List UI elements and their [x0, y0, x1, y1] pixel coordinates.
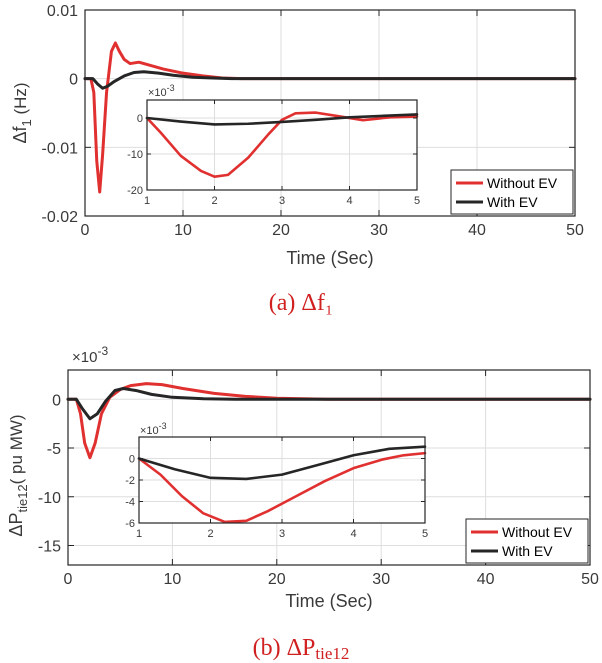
- inset-x-tick-label: 5: [422, 528, 428, 540]
- y-axis-label-unit: ( pu MW): [7, 414, 26, 484]
- inset-series-line-without-ev: [137, 451, 427, 524]
- legend-label-with-ev: With EV: [502, 543, 553, 559]
- series-line-with-ev: [66, 387, 592, 421]
- inset-x-tick-label: 1: [144, 195, 150, 207]
- inset-x-tick-label: 2: [211, 195, 217, 207]
- inset-y-tick-label: -10: [127, 149, 143, 161]
- legend-label-with-ev: With EV: [487, 194, 538, 210]
- inset-a: 1 2 3 4 5 -20 -10 0 ×10-3: [127, 83, 420, 207]
- x-axis-label: Time (Sec): [286, 248, 373, 268]
- y-tick-label: -5: [47, 441, 61, 458]
- y-multiplier: ×10-3: [72, 344, 108, 366]
- x-tick-label: 10: [164, 571, 182, 588]
- y-axis-label-main: Δf: [10, 126, 30, 144]
- x-tick-label: 0: [64, 571, 73, 588]
- inset-y-tick-label: -6: [125, 518, 135, 530]
- inset-series-line-with-ev: [145, 113, 419, 126]
- inset-multiplier-exp: -3: [159, 421, 167, 431]
- x-tick-label: 20: [272, 222, 290, 239]
- inset-x-tick-label: 5: [414, 195, 420, 207]
- x-tick-label: 10: [174, 222, 192, 239]
- x-tick-label: 40: [468, 222, 486, 239]
- inset-y-tick-label: -20: [127, 185, 143, 197]
- y-axis-label-main: ΔP: [6, 513, 26, 537]
- x-tick-label: 50: [581, 571, 599, 588]
- inset-x-tick-label: 3: [279, 195, 285, 207]
- inset-multiplier-exp: -3: [167, 83, 175, 93]
- caption-b: (b) ΔPtie12: [253, 635, 350, 663]
- axes-frame: [84, 9, 576, 217]
- x-axis-label: Time (Sec): [285, 591, 372, 611]
- inset-series-line-with-ev: [137, 445, 427, 481]
- inset-x-tick-label: 4: [350, 528, 356, 540]
- inset-multiplier-base: ×10: [148, 87, 167, 99]
- caption-a: (a) Δf₁: [269, 290, 333, 316]
- y-axis-label: Δf1 (Hz): [10, 82, 34, 143]
- inset-b: 1 2 3 4 5 -6 -4 -2 0 ×10-3: [125, 421, 428, 540]
- y-tick-label: 0: [52, 392, 61, 409]
- series-line-with-ev: [83, 70, 577, 90]
- inset-x-tick-label: 2: [207, 528, 213, 540]
- inset-y-tick-label: 0: [129, 454, 135, 466]
- y-axis-label-sub: tie12: [15, 484, 30, 512]
- y-tick-label: -10: [38, 490, 61, 507]
- x-tick-label: 30: [372, 571, 390, 588]
- inset-series-line-without-ev: [145, 111, 419, 178]
- caption-b-sub: tie12: [315, 644, 349, 663]
- y-axis-label-unit: (Hz): [11, 82, 30, 119]
- y-axis-label: ΔPtie12( pu MW): [6, 414, 30, 536]
- legend-label-without-ev: Without EV: [487, 175, 558, 191]
- x-tick-label: 20: [268, 571, 286, 588]
- inset-y-tick-label: 0: [137, 113, 143, 125]
- x-tick-label: 50: [566, 222, 584, 239]
- inset-x-tick-label: 4: [346, 195, 352, 207]
- inset-y-tick-label: -2: [125, 475, 135, 487]
- inset-x-tick-label: 1: [136, 528, 142, 540]
- y-tick-label: 0: [69, 72, 78, 89]
- inset-x-tick-label: 3: [279, 528, 285, 540]
- y-tick-label: -15: [38, 539, 61, 556]
- x-tick-label: 40: [477, 571, 495, 588]
- legend-box: [465, 518, 589, 564]
- y-multiplier-exp: -3: [97, 344, 108, 358]
- legend-box: [450, 169, 574, 215]
- y-tick-label: 0.01: [47, 3, 78, 20]
- y-tick-label: -0.01: [42, 140, 79, 157]
- x-tick-label: 0: [81, 222, 90, 239]
- caption-b-main: (b) ΔP: [253, 635, 316, 661]
- legend-label-without-ev: Without EV: [502, 524, 573, 540]
- y-tick-label: -0.02: [42, 209, 79, 226]
- inset-multiplier-base: ×10: [140, 425, 159, 437]
- inset-y-tick-label: -4: [125, 497, 135, 509]
- y-axis-label-sub: 1: [19, 119, 34, 126]
- inset-multiplier: ×10-3: [148, 83, 175, 99]
- y-multiplier-base: ×10: [72, 349, 97, 366]
- x-tick-label: 30: [370, 222, 388, 239]
- inset-multiplier: ×10-3: [140, 421, 167, 437]
- axes-frame: [67, 369, 591, 566]
